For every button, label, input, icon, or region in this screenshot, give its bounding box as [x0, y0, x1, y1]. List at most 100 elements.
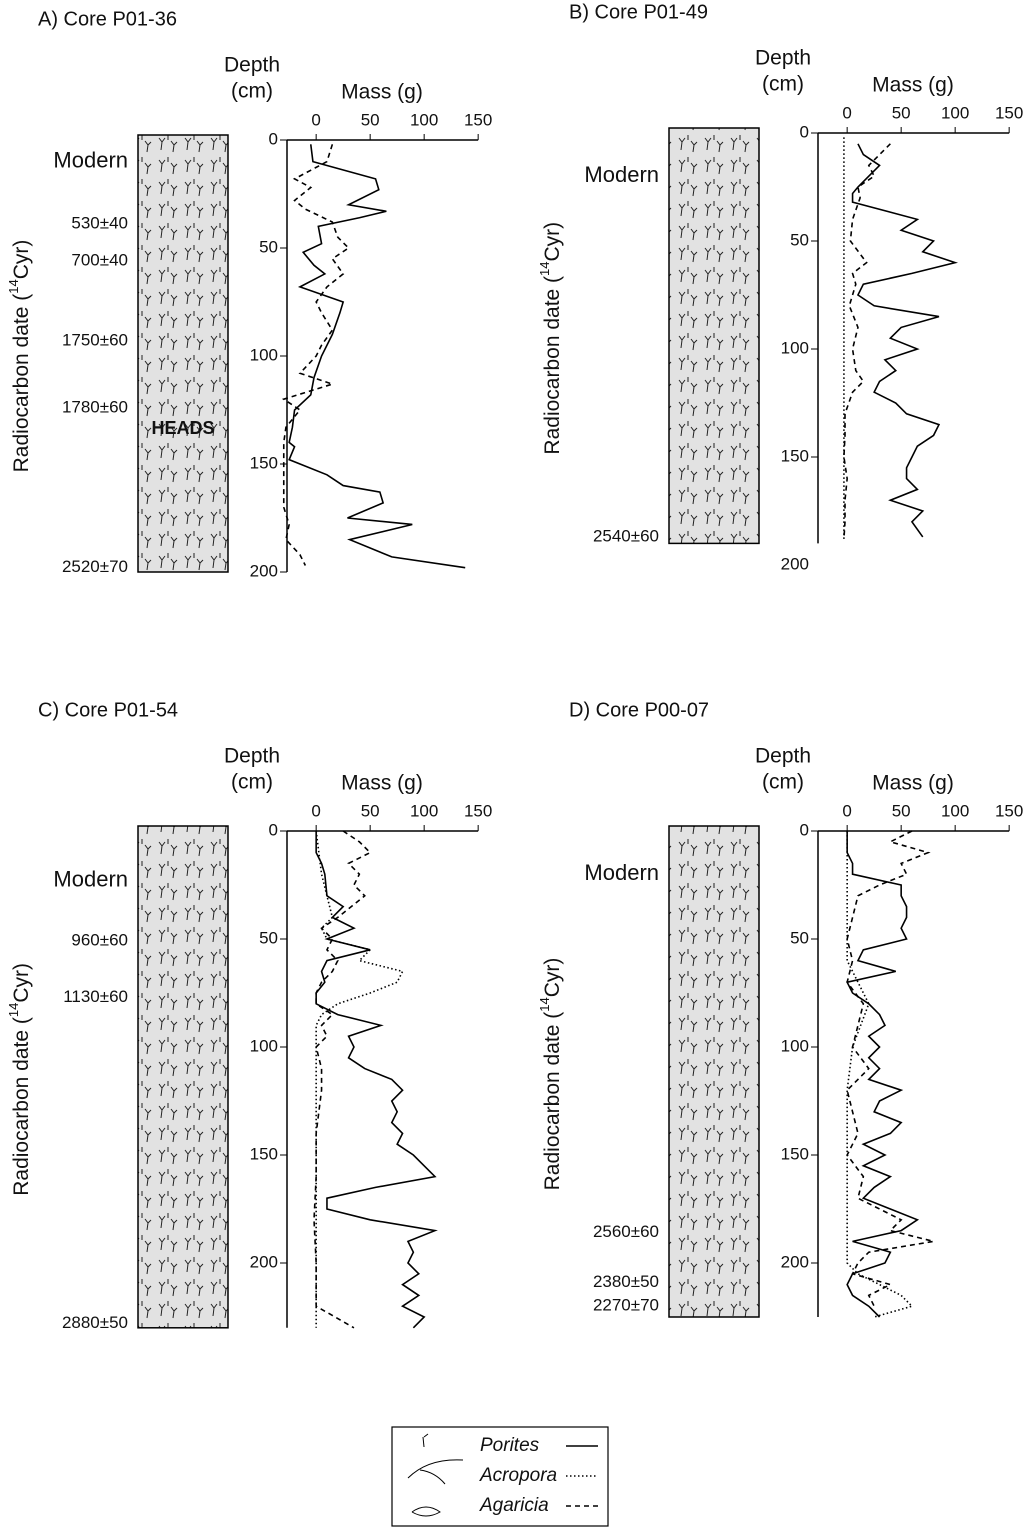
x-tick-label: 50: [361, 110, 380, 129]
legend-icon: [411, 1506, 441, 1517]
x-tick-label: 0: [842, 801, 851, 820]
x-tick-label: 50: [892, 103, 911, 122]
x-tick-label: 150: [464, 110, 492, 129]
core-column: [668, 825, 760, 1318]
legend-icon: [407, 1459, 464, 1485]
y-tick-label: 50: [259, 237, 278, 256]
date-axis-label-part: 14: [6, 1003, 21, 1017]
x-tick-label: 100: [941, 801, 969, 820]
panel-title: C) Core P01-54: [38, 699, 178, 721]
panel: D) Core P00-07 Depth (cm) Mass (g) 0 50 100 150…: [537, 699, 1023, 1318]
legend-label: Acropora: [479, 1465, 557, 1486]
panel-title: A) Core P01-36: [38, 8, 177, 30]
series-line: [846, 830, 934, 1307]
y-tick-label: 100: [781, 338, 809, 357]
y-tick-label: 100: [250, 1036, 278, 1055]
y-tick-label: 150: [250, 453, 278, 472]
annotation: HEADS: [151, 418, 214, 438]
panel: B) Core P01-49 Depth (cm) Mass (g) 0 50 100 150…: [537, 1, 1023, 573]
y-tick-label: 150: [781, 1144, 809, 1163]
y-tick-label: 100: [250, 345, 278, 364]
date-label: 2540±60: [593, 526, 659, 545]
x-axis-label: Mass (g): [341, 81, 423, 104]
x-tick-label: 100: [410, 801, 438, 820]
series-line: [281, 144, 350, 566]
date-label: 2880±50: [62, 1313, 128, 1332]
date-axis-label-part: 14: [6, 279, 21, 293]
legend: Porites Acropora Agaricia: [391, 1426, 609, 1527]
y-axis-label: Depth: [224, 745, 280, 768]
modern-label: Modern: [584, 162, 659, 187]
y-tick-label: 50: [259, 928, 278, 947]
y-axis-label: Depth: [224, 54, 280, 77]
date-axis-label-part: Radiocarbon date (: [541, 276, 564, 455]
date-axis-label-part: 14: [537, 997, 552, 1011]
date-label: 1130±60: [63, 987, 128, 1006]
date-axis-label-part: Cyr): [10, 240, 33, 280]
date-label: 530±40: [71, 214, 128, 233]
date-axis-label-part: 14: [537, 261, 552, 275]
date-label: 2380±50: [593, 1272, 659, 1291]
y-tick-label: 200: [250, 561, 278, 580]
date-axis-label-part: Radiocarbon date (: [10, 1017, 33, 1196]
series-line: [846, 831, 914, 1318]
x-tick-label: 150: [995, 801, 1023, 820]
y-tick-label: 0: [800, 122, 809, 141]
panel: A) Core P01-36 Depth (cm) Mass (g) 0 50 100 150…: [6, 8, 492, 580]
date-label: 1780±60: [62, 397, 128, 416]
modern-label: Modern: [584, 860, 659, 885]
x-tick-label: 0: [311, 110, 320, 129]
x-tick-label: 100: [410, 110, 438, 129]
y-axis-label: Depth: [755, 47, 811, 70]
x-tick-label: 150: [464, 801, 492, 820]
panel: C) Core P01-54 Depth (cm) Mass (g) 0 50 100 150…: [6, 699, 492, 1332]
panel-title: D) Core P00-07: [569, 699, 709, 721]
date-label: 2270±70: [593, 1296, 659, 1315]
x-axis-label: Mass (g): [341, 772, 423, 795]
date-label: 1750±60: [62, 330, 128, 349]
series-line: [288, 144, 466, 569]
y-tick-label: 100: [781, 1036, 809, 1055]
date-axis-label-part: Radiocarbon date (: [10, 294, 33, 473]
series-line: [315, 830, 404, 1328]
y-tick-label: 200: [781, 554, 809, 573]
series-line: [843, 143, 891, 540]
series-line: [315, 831, 438, 1329]
date-label: 700±40: [71, 250, 128, 269]
series-line: [851, 143, 959, 538]
date-axis-label: Radiocarbon date (14Cyr): [537, 222, 563, 455]
core-column: [137, 134, 229, 573]
modern-label: Modern: [53, 866, 128, 891]
x-tick-label: 50: [892, 801, 911, 820]
legend-box: [391, 1426, 609, 1527]
date-label: 960±60: [71, 931, 128, 950]
y-axis-label: (cm): [231, 80, 273, 103]
y-tick-label: 150: [250, 1144, 278, 1163]
x-tick-label: 50: [361, 801, 380, 820]
y-axis-label: (cm): [231, 771, 273, 794]
legend-icon: [422, 1433, 429, 1448]
y-axis-label: Depth: [755, 745, 811, 768]
series-line: [845, 831, 920, 1318]
modern-label: Modern: [53, 147, 128, 172]
y-axis-label: (cm): [762, 73, 804, 96]
y-axis-label: (cm): [762, 771, 804, 794]
y-tick-label: 50: [790, 230, 809, 249]
y-tick-label: 0: [269, 820, 278, 839]
date-label: 2560±60: [593, 1222, 659, 1241]
date-axis-label-part: Radiocarbon date (: [541, 1012, 564, 1191]
date-axis-label-part: Cyr): [541, 222, 564, 262]
core-column: [137, 825, 229, 1329]
x-axis-label: Mass (g): [872, 74, 954, 97]
panel-title: B) Core P01-49: [569, 1, 708, 23]
y-tick-label: 0: [800, 820, 809, 839]
legend-label: Porites: [480, 1435, 540, 1456]
date-label: 2520±70: [62, 557, 128, 576]
core-column: [668, 127, 760, 545]
x-tick-label: 150: [995, 103, 1023, 122]
date-axis-label: Radiocarbon date (14Cyr): [6, 240, 32, 473]
x-tick-label: 0: [311, 801, 320, 820]
x-tick-label: 0: [842, 103, 851, 122]
